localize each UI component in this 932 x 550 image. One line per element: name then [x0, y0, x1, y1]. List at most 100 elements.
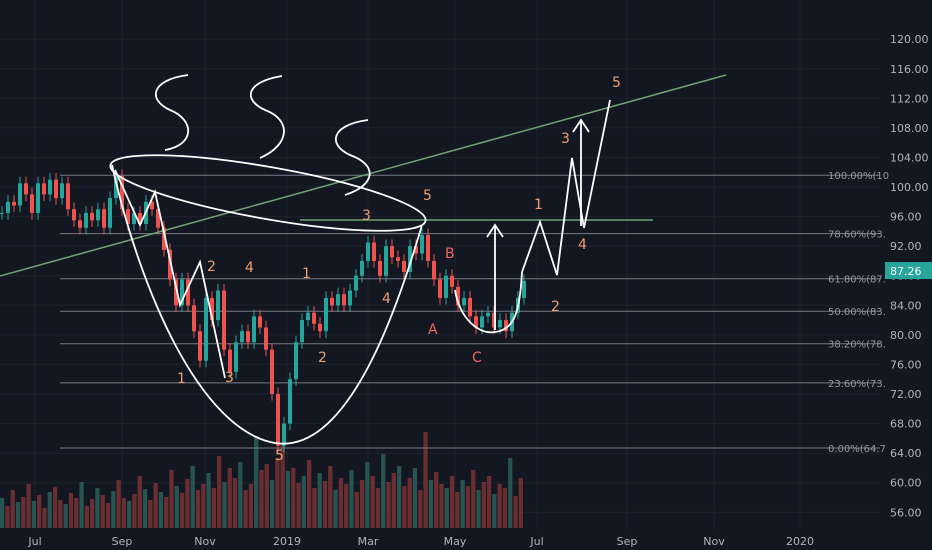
volume-bar	[169, 470, 174, 528]
candle-body	[450, 275, 454, 287]
volume-bar	[179, 493, 185, 528]
volume-bar	[365, 462, 370, 528]
candle-body	[78, 220, 82, 228]
candle-body	[252, 316, 256, 343]
volume-bar	[243, 490, 248, 528]
volume-bar	[116, 480, 121, 528]
candle-body	[318, 323, 322, 332]
volume-bar	[476, 490, 481, 528]
candle-body	[204, 297, 208, 361]
volume-bar	[370, 476, 375, 528]
fib-label: 50.00%(83.	[828, 307, 886, 318]
x-tick-label: Nov	[194, 535, 216, 548]
y-tick-label: 116.00	[890, 63, 929, 76]
time-axis[interactable]: Jul Sep Nov 2019 Mar May Jul Sep Nov 2020	[27, 535, 814, 548]
candle-body	[390, 246, 394, 258]
volume-bar	[423, 432, 428, 528]
volume-bar	[148, 500, 153, 528]
candle-body	[360, 260, 364, 276]
candle-body	[108, 198, 112, 228]
candle-body	[486, 312, 490, 317]
volume-bar	[333, 490, 338, 528]
fib-label: 61.80%(87.	[828, 275, 886, 286]
last-price-value: 87.26	[890, 265, 922, 278]
volume-bar	[259, 470, 264, 528]
candle-body	[498, 320, 502, 328]
candle-body	[18, 183, 22, 206]
y-tick-label: 60.00	[890, 477, 922, 490]
volume-bar	[492, 494, 497, 528]
volume-bar	[285, 471, 291, 528]
volume-bar	[37, 495, 42, 528]
candle-body	[210, 297, 214, 321]
wave-label-1: 1	[177, 371, 186, 387]
volume-bar	[460, 480, 465, 528]
fibonacci-levels: 100.00%(10 78.60%(93. 61.80%(87. 50.00%(83.…	[60, 171, 889, 455]
volume-bar	[359, 480, 365, 528]
candle-body	[42, 183, 46, 195]
candle-body	[270, 349, 274, 394]
steam-curve-1	[154, 74, 190, 151]
price-axis[interactable]: 120.00 116.00 112.00 108.00 104.00 100.00 96.0…	[890, 33, 929, 519]
x-tick-label: Jul	[529, 535, 543, 548]
candle-body	[384, 246, 388, 276]
candle-body	[114, 175, 118, 199]
volume-bar	[402, 486, 407, 528]
candle-body	[192, 305, 196, 332]
volume-bar	[211, 488, 217, 528]
volume-bar	[15, 502, 21, 528]
wave-label-4c: 4	[578, 237, 587, 253]
fib-label: 0.00%(64.7	[828, 444, 886, 455]
candle-body	[12, 201, 16, 206]
volume-bar	[89, 499, 95, 528]
y-tick-label: 56.00	[890, 506, 922, 519]
candle-body	[336, 294, 340, 306]
wave-label-A: A	[428, 322, 438, 338]
x-tick-label: May	[444, 535, 467, 548]
wave-label-4b: 4	[382, 291, 391, 307]
volume-bar	[10, 490, 15, 528]
candle-body	[408, 246, 412, 273]
volume-bar	[63, 504, 68, 528]
wave-label-1b: 1	[302, 266, 311, 282]
wave-label-5b: 5	[423, 188, 432, 204]
volume-bar	[137, 476, 142, 528]
x-tick-label: Sep	[112, 535, 133, 548]
candle-body	[420, 235, 424, 254]
wave-label-3: 3	[225, 370, 234, 386]
volume-bar	[328, 466, 333, 528]
candle-body	[120, 175, 124, 210]
candle-body	[306, 312, 310, 321]
x-tick-label: Nov	[703, 535, 725, 548]
arrow-2	[572, 118, 590, 226]
candle-body	[414, 246, 418, 254]
candle-body	[66, 183, 70, 210]
volume-bar	[418, 490, 423, 528]
volume-bar	[201, 484, 206, 528]
candle-body	[348, 290, 352, 306]
y-tick-label: 108.00	[890, 122, 929, 135]
cup-lid	[109, 154, 427, 232]
fib-label: 78.60%(93.	[828, 230, 886, 241]
volume-bar	[455, 492, 460, 528]
candle-body	[168, 249, 172, 280]
volume-bar	[301, 476, 306, 528]
volume-bar	[174, 486, 179, 528]
cup-handle	[454, 271, 523, 334]
volume-bar	[0, 498, 5, 528]
fib-label: 38.20%(78.	[828, 340, 886, 351]
volume-bar	[306, 460, 312, 528]
volume-bar	[95, 488, 100, 528]
volume-bar	[428, 480, 434, 528]
candle-body	[48, 179, 52, 195]
volume-bar	[47, 492, 52, 528]
grid	[0, 0, 880, 530]
fib-label: 23.60%(73.	[828, 379, 886, 390]
volume-bar	[227, 468, 232, 528]
volume-bar	[396, 466, 402, 528]
volume-bar	[217, 456, 222, 528]
volume-bar	[386, 482, 391, 528]
candle-body	[234, 342, 238, 372]
